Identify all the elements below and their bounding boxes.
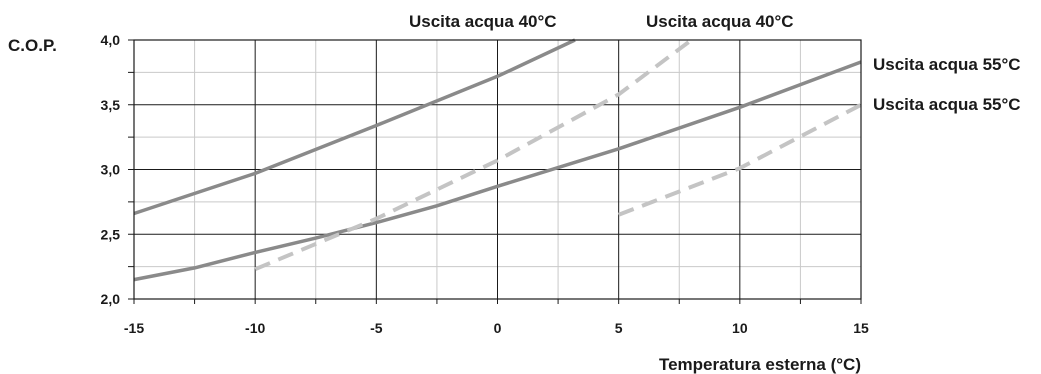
x-axis-label: Temperatura esterna (°C) <box>659 355 861 374</box>
y-tick-label: 4,0 <box>101 32 121 48</box>
x-tick-label: -10 <box>245 320 265 336</box>
series-line-0-solid <box>134 40 575 214</box>
x-tick-label: -15 <box>124 320 144 336</box>
y-tick-label: 3,5 <box>101 97 121 113</box>
y-tick-label: 2,0 <box>101 291 121 307</box>
plot-frame <box>128 40 861 304</box>
series-label-40-dashed: Uscita acqua 40°C <box>646 12 794 31</box>
x-tick-label: 5 <box>615 320 623 336</box>
series-label-40-solid: Uscita acqua 40°C <box>409 12 557 31</box>
y-tick-labels: 2,0 2,5 3,0 3,5 4,0 <box>101 32 121 307</box>
y-tick-label: 3,0 <box>101 162 121 178</box>
x-tick-label: 0 <box>494 320 502 336</box>
y-axis-label: C.O.P. <box>8 36 57 55</box>
x-tick-label: 10 <box>732 320 748 336</box>
x-tick-label: 15 <box>853 320 869 336</box>
series-label-55-dashed: Uscita acqua 55°C <box>873 95 1021 114</box>
series-label-55-solid: Uscita acqua 55°C <box>873 55 1021 74</box>
y-tick-label: 2,5 <box>101 226 121 242</box>
major-gridlines <box>134 40 861 299</box>
x-tick-labels: -15 -10 -5 0 5 10 15 <box>124 320 869 336</box>
series-line-2-dashed <box>255 40 691 269</box>
x-tick-label: -5 <box>370 320 383 336</box>
